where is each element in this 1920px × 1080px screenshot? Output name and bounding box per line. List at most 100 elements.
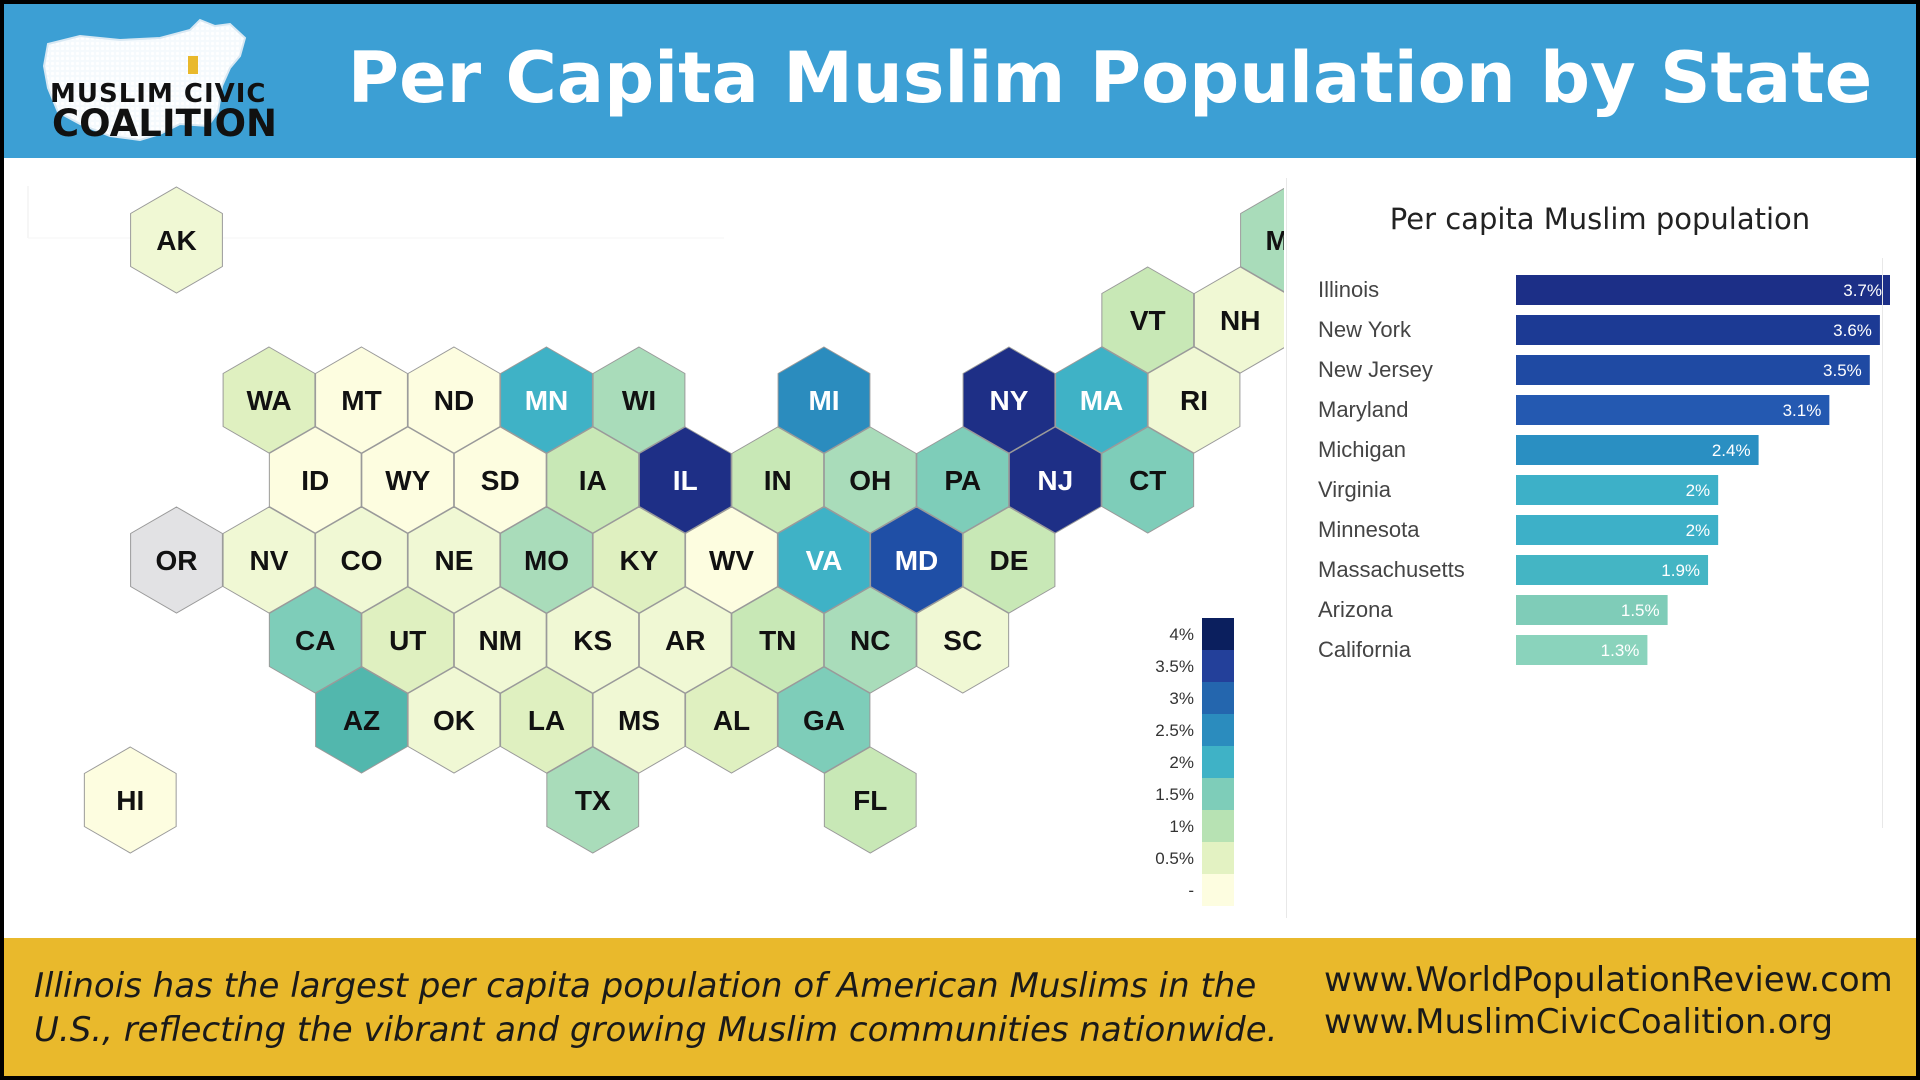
state-hex-shape[interactable] (130, 186, 223, 294)
state-hex-shape[interactable] (731, 426, 825, 534)
state-hex-al[interactable]: AL (685, 666, 778, 774)
state-hex-wa[interactable]: WA (222, 346, 316, 454)
state-hex-shape[interactable] (453, 426, 547, 534)
state-hex-shape[interactable] (777, 666, 871, 774)
state-hex-shape[interactable] (222, 506, 316, 614)
source-url-world-population-review[interactable]: www.WorldPopulationReview.com (1324, 960, 1893, 1000)
state-hex-shape[interactable] (361, 426, 455, 534)
bar-massachusetts[interactable] (1516, 555, 1709, 585)
bar-illinois[interactable] (1516, 275, 1890, 305)
bar-michigan[interactable] (1516, 435, 1759, 465)
state-hex-shape[interactable] (222, 346, 316, 454)
state-hex-shape[interactable] (962, 346, 1056, 454)
state-hex-sd[interactable]: SD (453, 426, 547, 534)
state-hex-ut[interactable]: UT (361, 586, 455, 694)
state-hex-la[interactable]: LA (500, 666, 593, 774)
state-hex-shape[interactable] (870, 506, 963, 614)
state-hex-shape[interactable] (685, 506, 778, 614)
state-hex-shape[interactable] (823, 746, 917, 854)
state-hex-nc[interactable]: NC (823, 586, 917, 694)
state-hex-nh[interactable]: NH (1193, 266, 1284, 374)
state-hex-nv[interactable]: NV (222, 506, 316, 614)
state-hex-shape[interactable] (731, 586, 825, 694)
state-hex-nm[interactable]: NM (453, 586, 547, 694)
state-hex-shape[interactable] (638, 426, 732, 534)
state-hex-vt[interactable]: VT (1101, 266, 1195, 374)
state-hex-shape[interactable] (315, 666, 408, 774)
state-hex-ct[interactable]: CT (1101, 426, 1195, 534)
bar-minnesota[interactable] (1516, 515, 1719, 545)
state-hex-shape[interactable] (546, 746, 640, 854)
state-hex-shape[interactable] (638, 586, 732, 694)
state-hex-tn[interactable]: TN (731, 586, 825, 694)
state-hex-shape[interactable] (361, 586, 455, 694)
state-hex-ks[interactable]: KS (546, 586, 640, 694)
state-hex-ca[interactable]: CA (268, 586, 362, 694)
state-hex-wy[interactable]: WY (361, 426, 455, 534)
state-hex-shape[interactable] (407, 666, 501, 774)
state-hex-ma[interactable]: MA (1055, 346, 1148, 454)
state-hex-shape[interactable] (546, 586, 640, 694)
state-hex-shape[interactable] (916, 426, 1010, 534)
state-hex-shape[interactable] (407, 346, 501, 454)
state-hex-ak[interactable]: AK (130, 186, 223, 294)
bar-new-york[interactable] (1516, 315, 1880, 345)
state-hex-mn[interactable]: MN (500, 346, 593, 454)
state-hex-me[interactable]: ME (1240, 187, 1284, 293)
state-hex-shape[interactable] (1240, 187, 1284, 293)
state-hex-ny[interactable]: NY (962, 346, 1056, 454)
state-hex-in[interactable]: IN (731, 426, 825, 534)
bar-virginia[interactable] (1516, 475, 1719, 505)
state-hex-shape[interactable] (130, 506, 223, 614)
state-hex-or[interactable]: OR (130, 506, 223, 614)
state-hex-shape[interactable] (823, 426, 917, 534)
state-hex-tx[interactable]: TX (546, 746, 640, 854)
state-hex-shape[interactable] (1101, 266, 1195, 374)
state-hex-shape[interactable] (500, 666, 593, 774)
bar-california[interactable] (1516, 635, 1648, 665)
state-hex-shape[interactable] (1101, 426, 1195, 534)
state-hex-shape[interactable] (592, 666, 686, 774)
state-hex-shape[interactable] (268, 426, 362, 534)
state-hex-shape[interactable] (1008, 426, 1102, 534)
state-hex-il[interactable]: IL (638, 426, 732, 534)
state-hex-va[interactable]: VA (777, 506, 871, 614)
state-hex-shape[interactable] (315, 506, 408, 614)
state-hex-nd[interactable]: ND (407, 346, 501, 454)
state-hex-shape[interactable] (592, 506, 686, 614)
state-hex-ri[interactable]: RI (1147, 346, 1241, 454)
state-hex-ok[interactable]: OK (407, 666, 501, 774)
state-hex-shape[interactable] (777, 506, 871, 614)
state-hex-ms[interactable]: MS (592, 666, 686, 774)
state-hex-az[interactable]: AZ (315, 666, 408, 774)
state-hex-oh[interactable]: OH (823, 426, 917, 534)
state-hex-shape[interactable] (500, 506, 593, 614)
state-hex-shape[interactable] (777, 346, 871, 454)
state-hex-shape[interactable] (592, 346, 686, 454)
state-hex-shape[interactable] (1055, 346, 1148, 454)
state-hex-pa[interactable]: PA (916, 426, 1010, 534)
state-hex-ar[interactable]: AR (638, 586, 732, 694)
bar-maryland[interactable] (1516, 395, 1830, 425)
state-hex-mo[interactable]: MO (500, 506, 593, 614)
state-hex-shape[interactable] (268, 586, 362, 694)
state-hex-hi[interactable]: HI (83, 746, 177, 854)
state-hex-shape[interactable] (1193, 266, 1284, 374)
state-hex-co[interactable]: CO (315, 506, 408, 614)
state-hex-shape[interactable] (407, 506, 501, 614)
state-hex-de[interactable]: DE (962, 506, 1056, 614)
state-hex-ga[interactable]: GA (777, 666, 871, 774)
source-url-muslim-civic-coalition[interactable]: www.MuslimCivicCoalition.org (1324, 1002, 1834, 1042)
state-hex-md[interactable]: MD (870, 506, 963, 614)
state-hex-shape[interactable] (962, 506, 1056, 614)
state-hex-ne[interactable]: NE (407, 506, 501, 614)
state-hex-shape[interactable] (685, 666, 778, 774)
bar-new-jersey[interactable] (1516, 355, 1870, 385)
state-hex-shape[interactable] (546, 426, 640, 534)
state-hex-shape[interactable] (823, 586, 917, 694)
state-hex-shape[interactable] (315, 346, 408, 454)
state-hex-wv[interactable]: WV (685, 506, 778, 614)
state-hex-shape[interactable] (83, 746, 177, 854)
state-hex-ky[interactable]: KY (592, 506, 686, 614)
state-hex-ia[interactable]: IA (546, 426, 640, 534)
